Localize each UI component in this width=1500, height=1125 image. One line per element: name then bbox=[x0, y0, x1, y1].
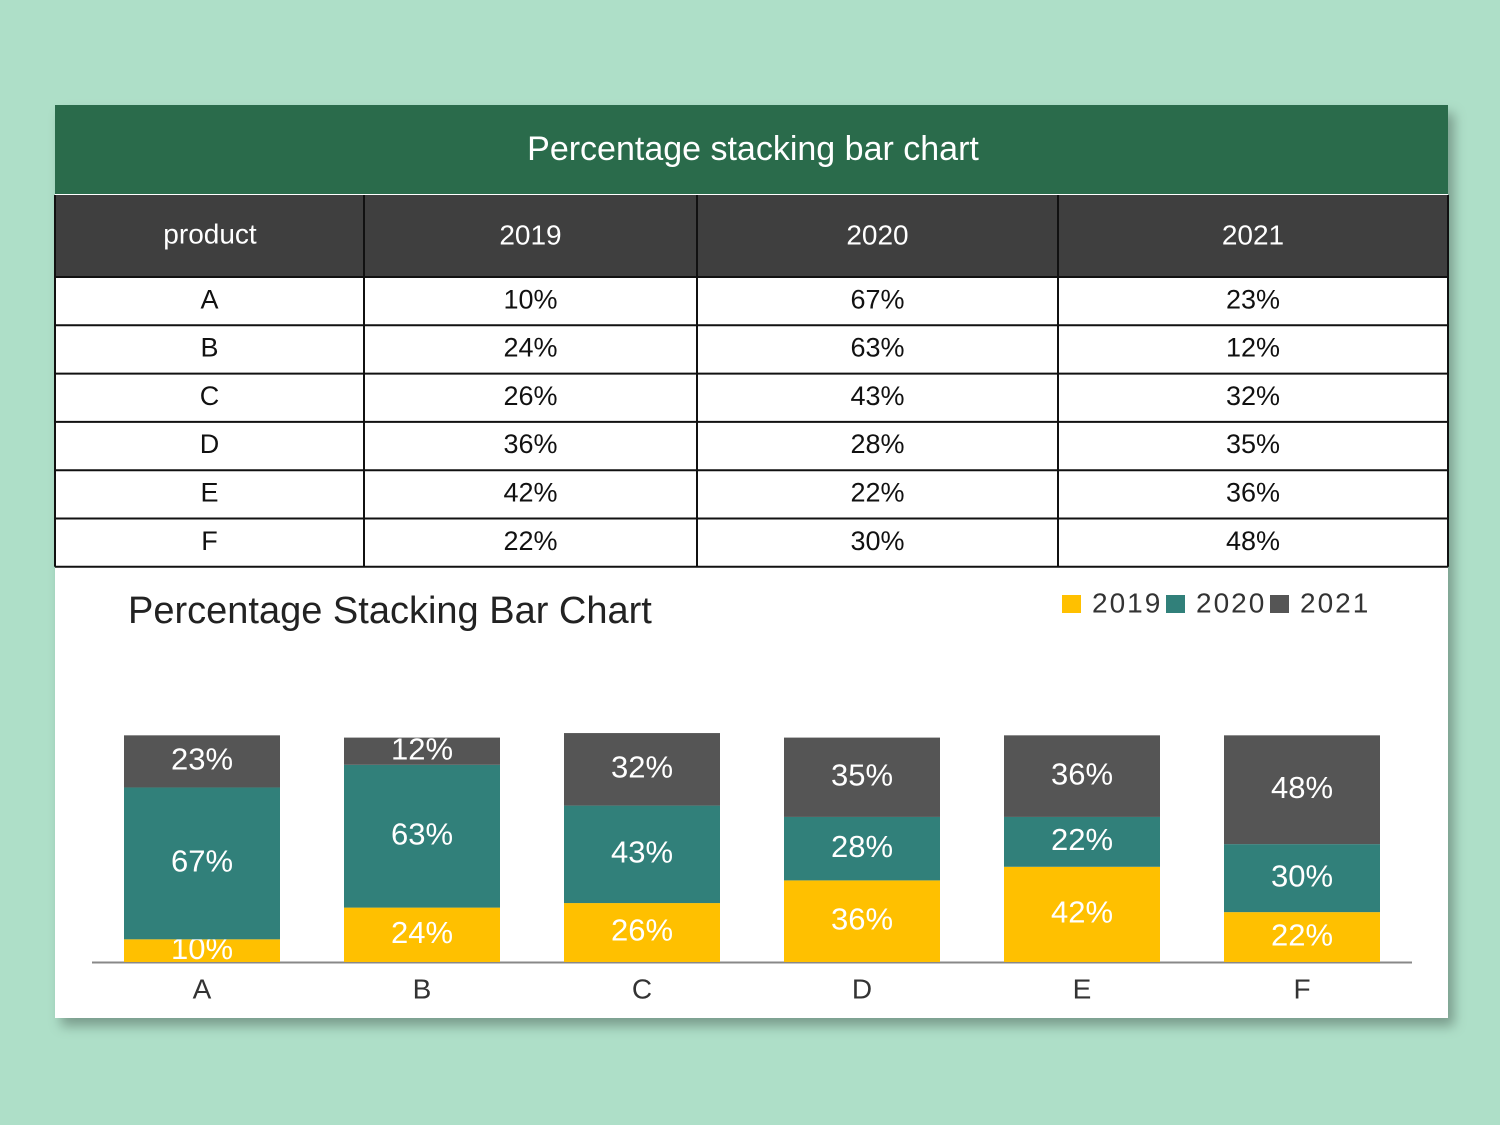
data-label: 23% bbox=[171, 742, 233, 777]
bar-segment bbox=[564, 733, 720, 806]
legend-label: 2021 bbox=[1300, 587, 1370, 618]
bar-segment bbox=[1224, 735, 1380, 845]
x-tick-label: B bbox=[413, 973, 432, 1004]
table-cell: 32% bbox=[1226, 381, 1280, 411]
x-tick-label: E bbox=[1073, 973, 1092, 1004]
table-cell: 43% bbox=[850, 381, 904, 411]
table-cell: A bbox=[200, 284, 218, 314]
table-cell: 10% bbox=[503, 284, 557, 314]
table-cell: F bbox=[201, 526, 218, 556]
table-header-cell: 2021 bbox=[1222, 219, 1284, 250]
table-header-cell: 2020 bbox=[846, 219, 908, 250]
bar-segment bbox=[784, 816, 940, 881]
table-cell: 22% bbox=[850, 477, 904, 507]
table-cell: 36% bbox=[1226, 477, 1280, 507]
data-label: 36% bbox=[831, 901, 893, 936]
table-header-cell: 2019 bbox=[499, 219, 561, 250]
table-cell: E bbox=[200, 477, 218, 507]
bar-segment bbox=[784, 880, 940, 962]
bar-segment bbox=[344, 737, 500, 765]
data-label: 67% bbox=[171, 844, 233, 879]
table-cell: 23% bbox=[1226, 284, 1280, 314]
table-cell: 26% bbox=[503, 381, 557, 411]
data-label: 30% bbox=[1271, 858, 1333, 893]
data-label: 22% bbox=[1271, 917, 1333, 952]
data-label: 26% bbox=[611, 913, 673, 948]
bar-segment bbox=[344, 907, 500, 962]
table-cell: 36% bbox=[503, 429, 557, 459]
table-cell: B bbox=[200, 333, 218, 363]
legend-swatch bbox=[1270, 595, 1289, 613]
x-tick-label: A bbox=[193, 973, 212, 1004]
bar-segment bbox=[784, 737, 940, 817]
table-cell: 28% bbox=[850, 429, 904, 459]
x-tick-label: F bbox=[1293, 973, 1310, 1004]
table-cell: 48% bbox=[1226, 526, 1280, 556]
table-cell: C bbox=[200, 381, 220, 411]
data-label: 36% bbox=[1051, 756, 1113, 791]
legend-label: 2019 bbox=[1092, 587, 1162, 618]
table-header-row bbox=[55, 195, 1448, 277]
chart-title: Percentage Stacking Bar Chart bbox=[128, 590, 652, 632]
bar-segment bbox=[1224, 912, 1380, 962]
table-cell: 12% bbox=[1226, 333, 1280, 363]
x-tick-label: D bbox=[852, 973, 872, 1004]
data-label: 28% bbox=[831, 829, 893, 864]
bar-segment bbox=[1224, 844, 1380, 913]
table-cell: 63% bbox=[850, 333, 904, 363]
data-label: 24% bbox=[391, 915, 453, 950]
table-cell: D bbox=[200, 429, 220, 459]
table-cell: 24% bbox=[503, 333, 557, 363]
bar-segment bbox=[564, 805, 720, 904]
legend-swatch bbox=[1062, 595, 1081, 613]
table-cell: 22% bbox=[503, 526, 557, 556]
bar-segment bbox=[1004, 735, 1160, 817]
x-tick-label: C bbox=[632, 973, 652, 1004]
data-label: 42% bbox=[1051, 895, 1113, 930]
data-label: 48% bbox=[1271, 770, 1333, 805]
bar-segment bbox=[1004, 866, 1160, 962]
legend-swatch bbox=[1166, 595, 1185, 613]
legend-label: 2020 bbox=[1196, 587, 1266, 618]
table-cell: 30% bbox=[850, 526, 904, 556]
table-title-bar bbox=[55, 105, 1448, 194]
data-label: 32% bbox=[611, 750, 673, 785]
table-cell: 42% bbox=[503, 477, 557, 507]
bar-segment bbox=[344, 764, 500, 908]
data-label: 22% bbox=[1051, 822, 1113, 857]
bar-segment bbox=[124, 787, 280, 940]
bar-segment bbox=[564, 903, 720, 962]
data-label: 63% bbox=[391, 816, 453, 851]
bar-segment bbox=[124, 939, 280, 962]
table-title: Percentage stacking bar chart bbox=[527, 130, 979, 168]
table-header-cell: product bbox=[163, 218, 257, 249]
data-label: 12% bbox=[391, 731, 453, 766]
table-cell: 67% bbox=[850, 284, 904, 314]
table-cell: 35% bbox=[1226, 429, 1280, 459]
bar-segment bbox=[1004, 816, 1160, 867]
data-label: 43% bbox=[611, 835, 673, 870]
data-label: 35% bbox=[831, 757, 893, 792]
bar-segment bbox=[124, 735, 280, 788]
